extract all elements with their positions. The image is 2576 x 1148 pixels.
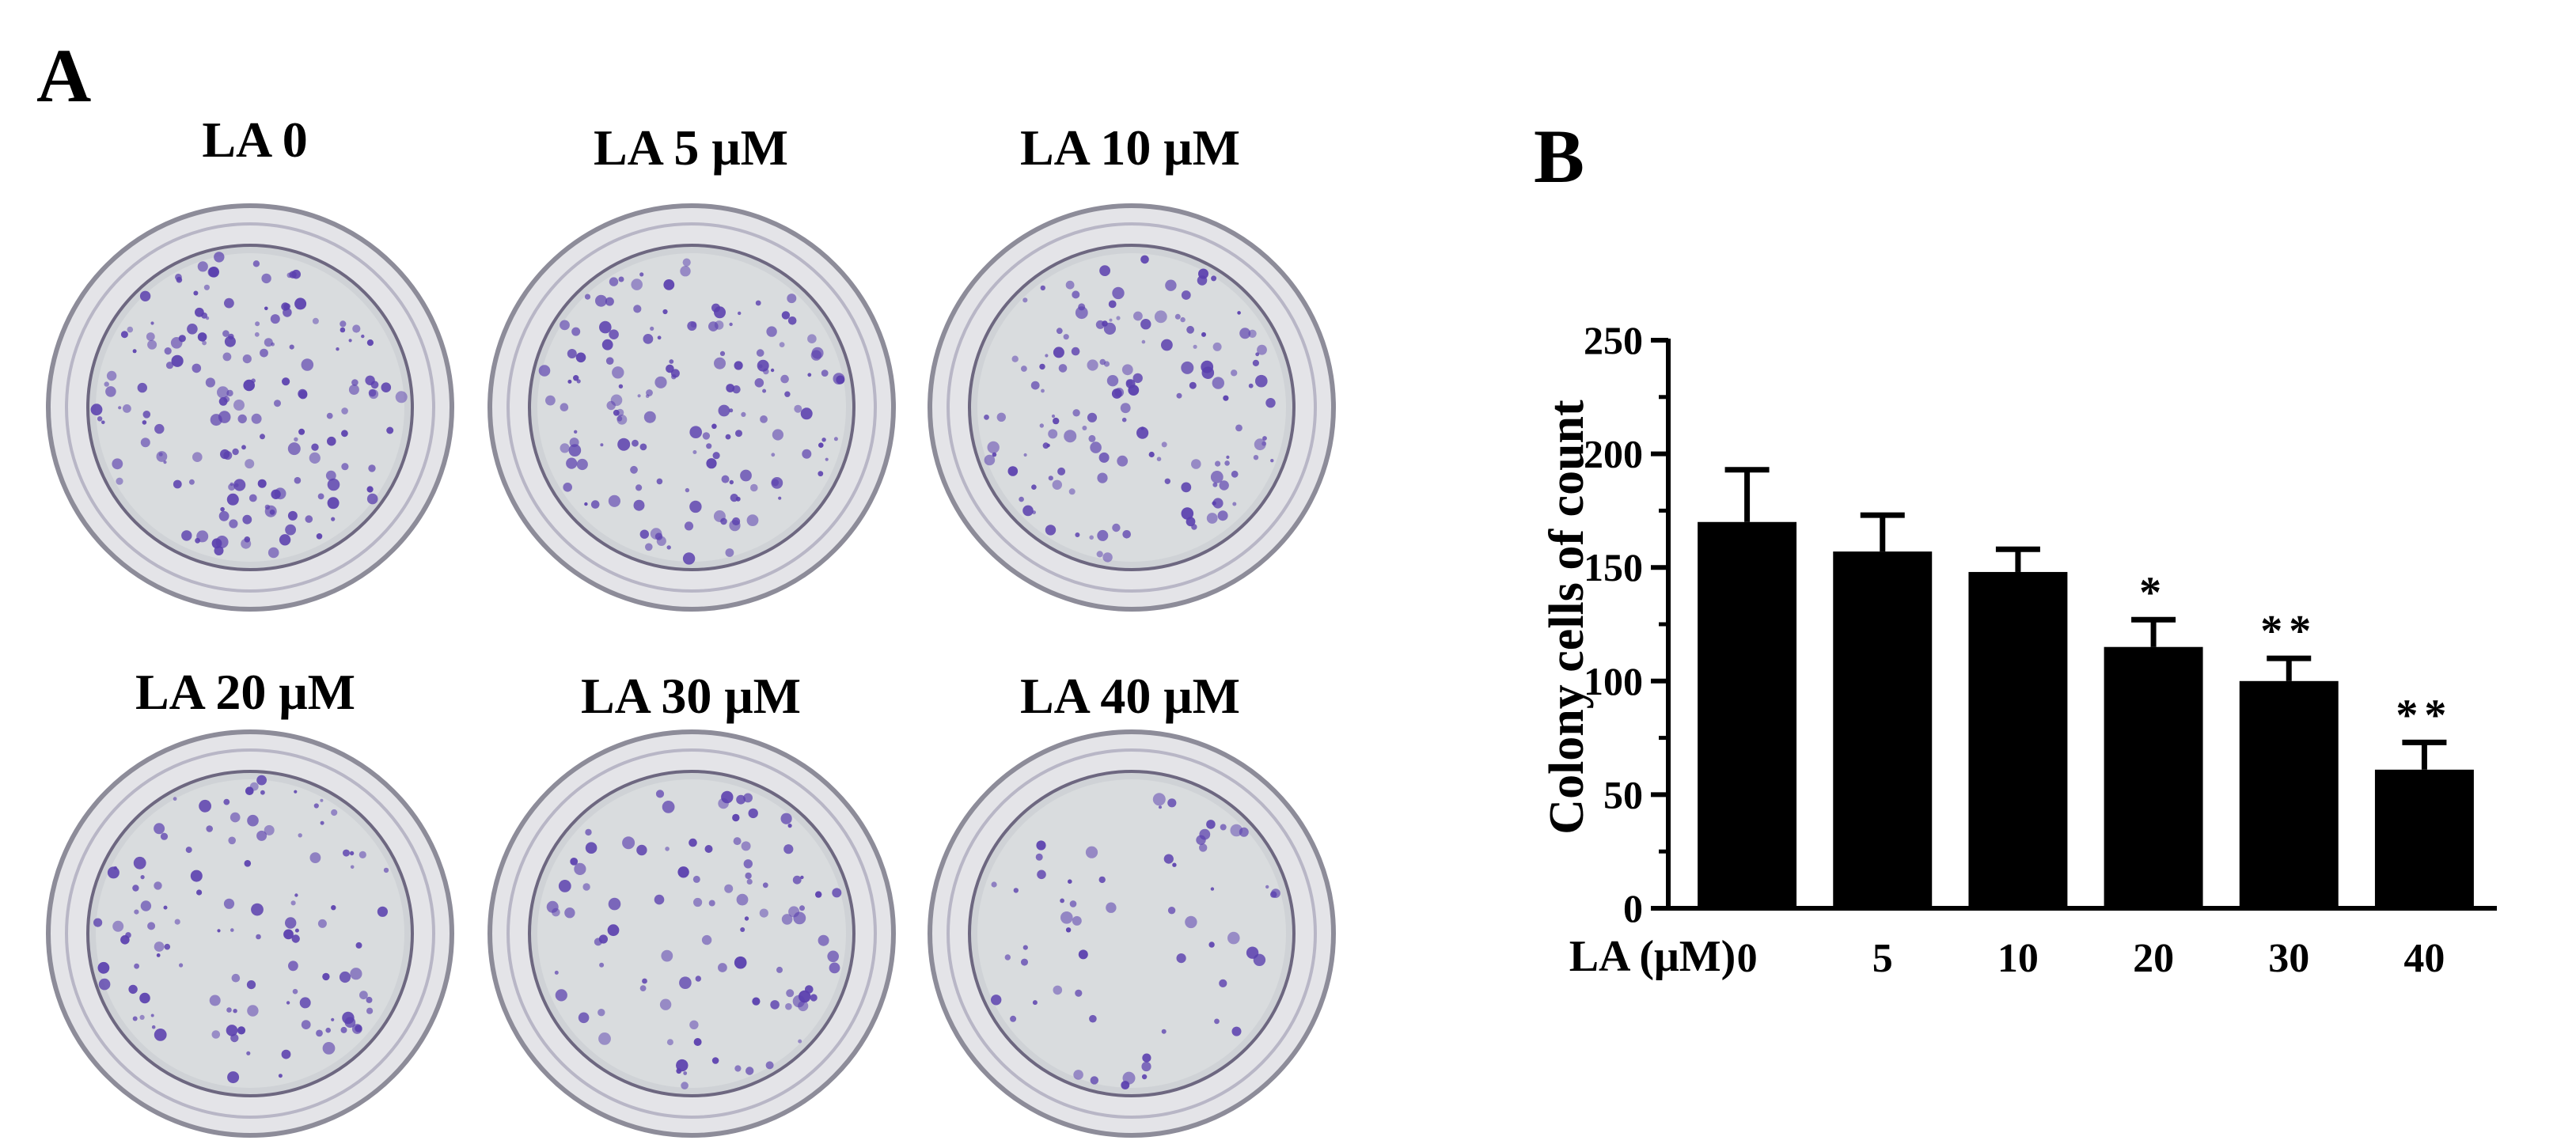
plate-medium xyxy=(96,779,404,1088)
x-tick-label-1: 5 xyxy=(1872,936,1893,981)
y-tick-label-0: 0 xyxy=(1623,886,1643,930)
colony-dots xyxy=(90,252,408,559)
colony-dots xyxy=(991,793,1280,1089)
bar-40 xyxy=(2374,769,2474,908)
y-tick-label-3: 150 xyxy=(1584,545,1643,589)
bar-20 xyxy=(2104,646,2203,908)
plate-label-4: LA 20 μM xyxy=(135,664,356,720)
panel-b-letter: B xyxy=(1534,114,1585,199)
bar-0 xyxy=(1698,521,1797,908)
y-tick-label-5: 250 xyxy=(1584,318,1643,362)
plate-label-6: LA 40 μM xyxy=(1019,668,1241,724)
culture-plate-4 xyxy=(46,729,454,1138)
plate-label-1: LA 0 xyxy=(202,112,308,168)
x-tick-label-4: 30 xyxy=(2268,936,2309,981)
x-tick-label-2: 10 xyxy=(1997,936,2039,981)
plate-rim-inner xyxy=(506,222,877,593)
y-tick-label-4: 200 xyxy=(1584,432,1643,476)
x-tick-label-0: 0 xyxy=(1737,936,1758,981)
x-tick-label-5: 40 xyxy=(2403,936,2445,981)
significance-mark-3: * xyxy=(2139,568,2168,617)
plate-medium xyxy=(96,253,404,562)
bar-10 xyxy=(1968,571,2068,908)
colony-dots xyxy=(538,258,845,565)
plate-label-3: LA 10 μM xyxy=(1019,119,1241,176)
culture-plate-3 xyxy=(928,203,1336,612)
x-tick-label-3: 20 xyxy=(2133,936,2174,981)
panel-a-letter: A xyxy=(36,33,92,118)
significance-mark-5: ** xyxy=(2396,691,2453,740)
colony-dots xyxy=(93,775,389,1084)
plate-rim-inner xyxy=(65,222,435,593)
plate-rim-inner xyxy=(947,748,1317,1119)
significance-mark-4: ** xyxy=(2260,607,2317,656)
culture-plate-1 xyxy=(46,203,454,612)
bar-30 xyxy=(2239,680,2339,908)
plate-rim-inner xyxy=(506,748,877,1119)
y-tick-label-2: 100 xyxy=(1584,659,1643,703)
culture-plate-5 xyxy=(488,729,896,1138)
plate-rim-inner xyxy=(947,222,1317,593)
plate-label-2: LA 5 μM xyxy=(593,119,789,176)
plate-medium xyxy=(537,779,846,1088)
y-axis-label: Colony cells of count xyxy=(1540,400,1594,835)
colony-dots xyxy=(984,255,1276,563)
plate-medium xyxy=(977,779,1286,1088)
colony-dots xyxy=(546,790,842,1089)
culture-plate-2 xyxy=(488,203,896,612)
bar-5 xyxy=(1833,551,1933,908)
plate-label-5: LA 30 μM xyxy=(580,668,802,724)
x-axis-label: LA (μM) xyxy=(1569,932,1736,981)
y-tick-label-1: 50 xyxy=(1603,772,1643,816)
culture-plate-6 xyxy=(928,729,1336,1138)
plate-rim-inner xyxy=(65,748,435,1119)
